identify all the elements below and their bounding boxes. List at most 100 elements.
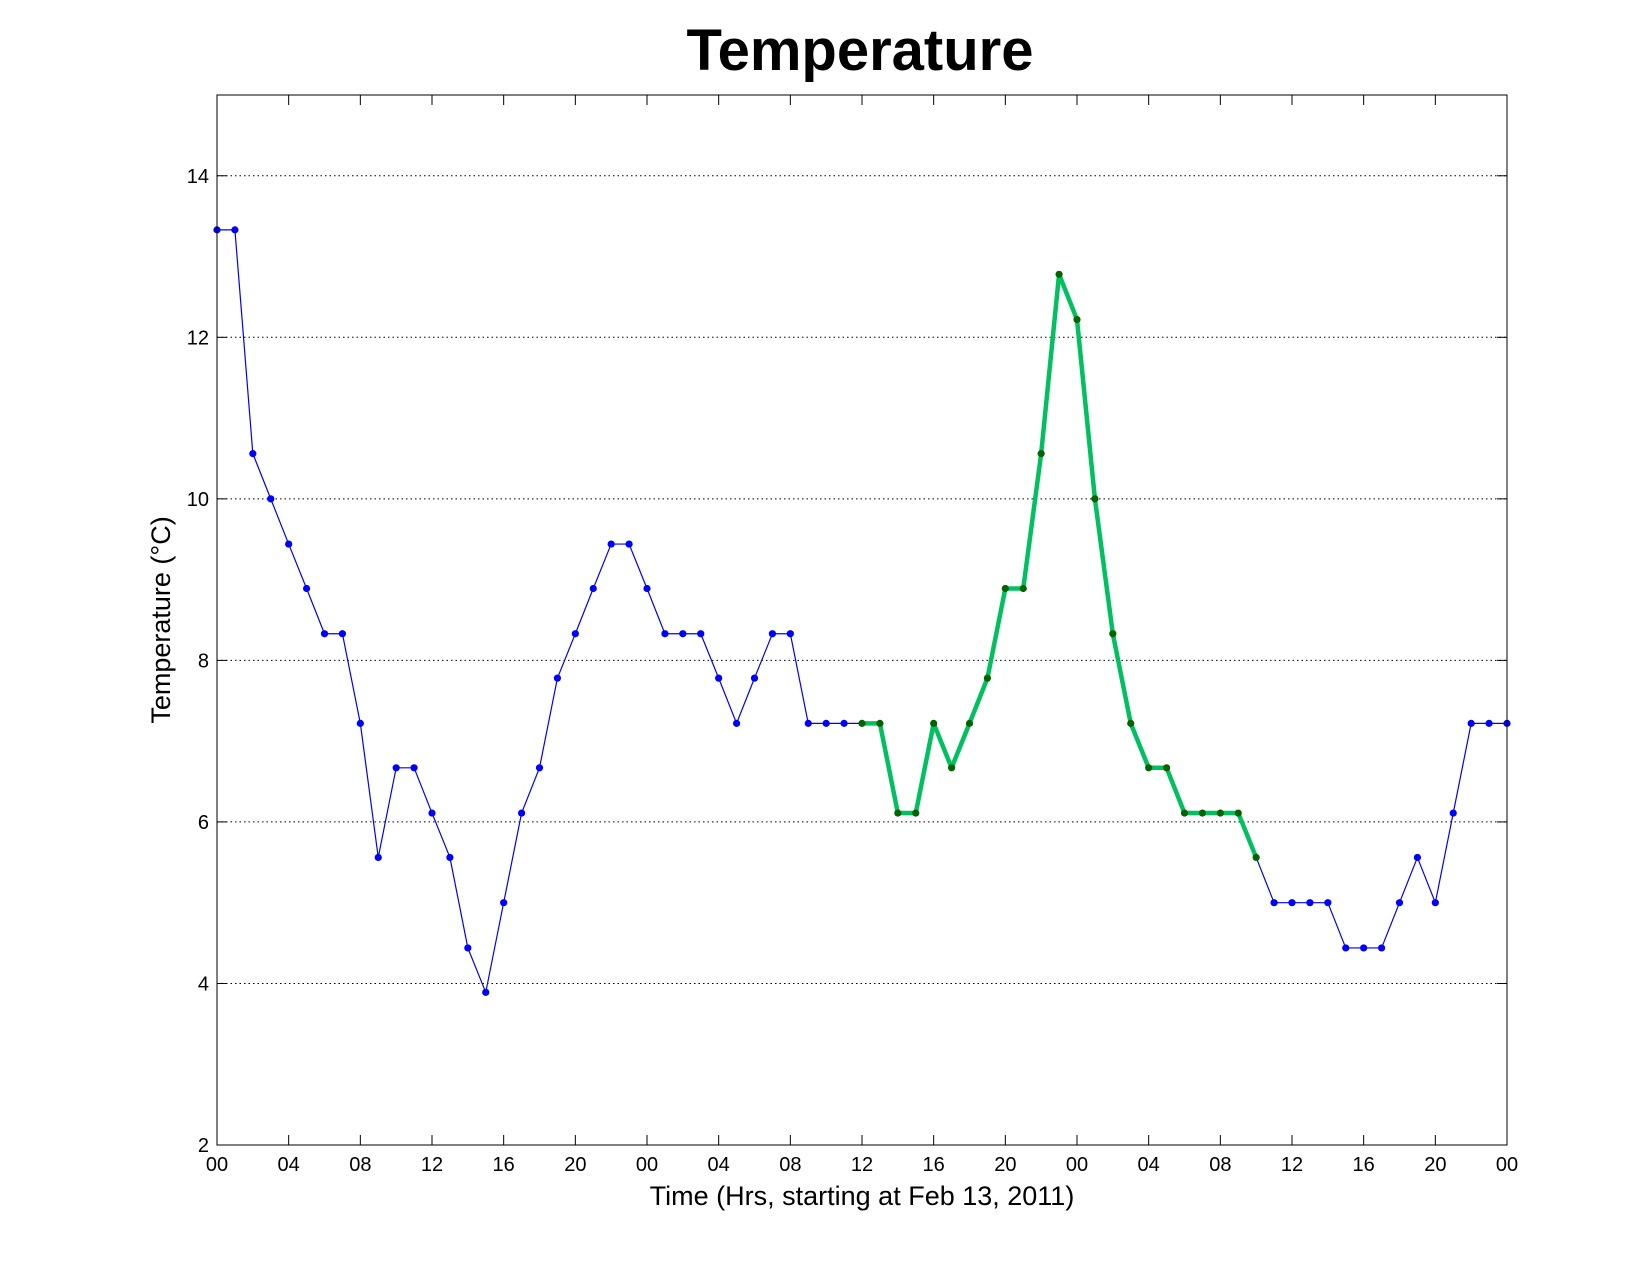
- data-point: [428, 809, 436, 817]
- data-point: [249, 450, 257, 458]
- data-point: [1395, 899, 1404, 907]
- data-point: [285, 540, 293, 548]
- data-point: [1306, 899, 1314, 907]
- y-tick-label: 2: [198, 1135, 209, 1157]
- data-point: [750, 674, 759, 682]
- data-point: [1073, 315, 1081, 324]
- data-point: [930, 719, 938, 727]
- data-point: [464, 944, 472, 952]
- data-point: [553, 674, 562, 682]
- data-point: [1270, 899, 1278, 907]
- data-point: [1252, 853, 1260, 862]
- x-tick-label: 00: [206, 1154, 228, 1176]
- data-point: [1360, 944, 1368, 952]
- data-point: [1127, 719, 1135, 727]
- data-point: [965, 719, 974, 727]
- y-tick-label: 14: [187, 166, 209, 188]
- data-point: [1342, 944, 1350, 952]
- data-point: [822, 719, 830, 727]
- data-point: [732, 719, 741, 727]
- data-point: [410, 764, 418, 772]
- x-tick-label: 00: [1496, 1154, 1518, 1176]
- data-point: [1449, 809, 1457, 817]
- plot-frame: [216, 94, 1508, 1146]
- x-tick-label: 16: [923, 1154, 945, 1176]
- data-point: [1431, 899, 1439, 907]
- x-tick-label: 12: [421, 1154, 443, 1176]
- y-tick-label: 10: [187, 489, 209, 511]
- y-tick-label: 6: [198, 812, 209, 834]
- data-point: [1109, 630, 1117, 638]
- x-tick-label: 00: [1066, 1154, 1088, 1176]
- x-tick-label: 16: [1353, 1154, 1375, 1176]
- data-point: [804, 719, 812, 727]
- data-point: [356, 719, 364, 727]
- data-point: [1091, 495, 1099, 503]
- data-point: [858, 719, 866, 727]
- data-point: [1467, 719, 1475, 727]
- data-point: [302, 584, 311, 593]
- x-tick-label: 20: [1424, 1154, 1446, 1176]
- x-tick-label: 04: [1138, 1154, 1160, 1176]
- data-point: [697, 630, 705, 638]
- data-point: [338, 630, 347, 638]
- data-point: [392, 764, 400, 772]
- y-tick-label: 12: [187, 327, 209, 349]
- data-point: [1001, 584, 1009, 593]
- data-point: [661, 630, 669, 638]
- data-point: [1377, 944, 1386, 952]
- data-point: [947, 764, 956, 772]
- y-tick-label: 8: [198, 650, 209, 672]
- x-tick-label: 08: [1209, 1154, 1231, 1176]
- data-point: [1055, 270, 1063, 278]
- x-tick-label: 12: [1281, 1154, 1303, 1176]
- data-point: [1288, 899, 1296, 907]
- x-tick-label: 00: [636, 1154, 658, 1176]
- data-point: [1198, 809, 1207, 817]
- series-layer: [213, 226, 1511, 996]
- tick-labels: 2 4 6 8 10 12 14 00 04 08 12 16 20 00 04 08 12 16 20 00 04 08…: [187, 166, 1518, 1176]
- data-point: [589, 584, 597, 593]
- chart-title: Temperature: [686, 18, 1033, 83]
- data-point: [1413, 853, 1422, 862]
- data-point: [482, 988, 490, 996]
- x-tick-label: 16: [493, 1154, 515, 1176]
- grid-lines: [217, 175, 1507, 984]
- data-point: [1180, 809, 1189, 817]
- x-tick-label: 12: [851, 1154, 873, 1176]
- x-tick-label: 20: [994, 1154, 1016, 1176]
- data-point: [1162, 764, 1171, 772]
- axis-ticks: [216, 95, 1508, 1146]
- data-point: [320, 630, 329, 638]
- data-point: [1324, 899, 1332, 907]
- data-point: [679, 630, 687, 638]
- data-point: [500, 899, 508, 907]
- x-axis-label: Time (Hrs, starting at Feb 13, 2011): [650, 1181, 1075, 1211]
- data-point: [517, 809, 526, 817]
- data-point: [912, 809, 920, 817]
- x-tick-label: 04: [708, 1154, 730, 1176]
- x-tick-label: 08: [349, 1154, 371, 1176]
- data-point: [1234, 809, 1242, 817]
- y-tick-label: 4: [198, 973, 209, 995]
- data-point: [840, 719, 848, 727]
- data-point: [768, 630, 777, 638]
- data-point: [1485, 719, 1493, 727]
- data-point: [643, 584, 651, 593]
- data-point: [535, 764, 544, 772]
- data-point: [786, 630, 794, 638]
- data-point: [231, 226, 239, 234]
- data-point: [374, 853, 382, 862]
- data-point: [1216, 809, 1224, 817]
- data-point: [983, 674, 992, 682]
- x-tick-label: 04: [278, 1154, 300, 1176]
- data-point: [876, 719, 884, 727]
- y-axis-label: Temperature (°C): [146, 516, 176, 723]
- data-point: [625, 540, 633, 548]
- data-point: [607, 540, 615, 548]
- temperature-line: [217, 229, 1507, 995]
- data-point: [571, 630, 579, 638]
- x-tick-label: 08: [779, 1154, 801, 1176]
- data-point: [1037, 450, 1045, 458]
